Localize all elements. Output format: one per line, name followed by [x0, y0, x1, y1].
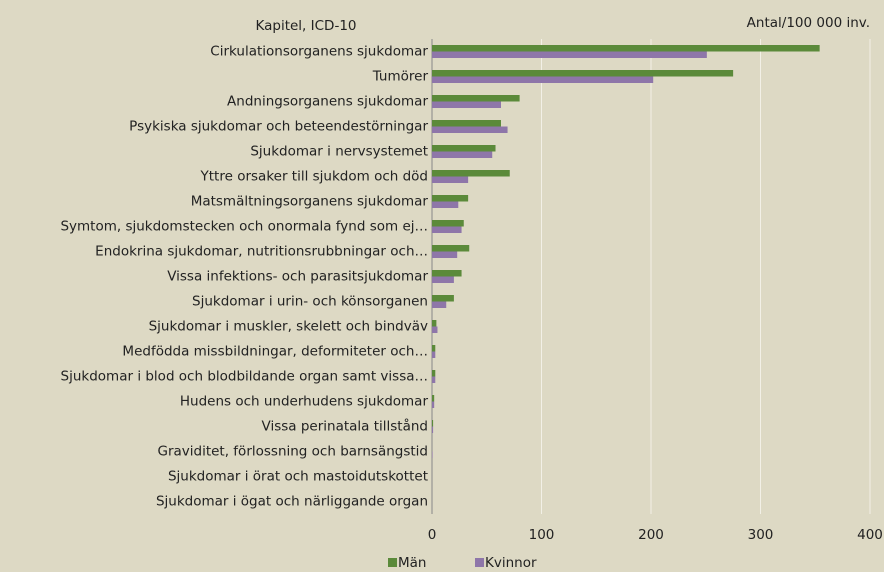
y-tick-label: Matsmältningsorganens sjukdomar	[191, 194, 429, 210]
bar	[432, 101, 501, 108]
y-tick-label: Vissa infektions- och parasitsjukdomar	[167, 269, 428, 285]
bar	[432, 426, 434, 433]
y-tick-label: Sjukdomar i urin- och könsorganen	[192, 294, 428, 310]
bar	[432, 245, 470, 252]
y-tick-label: Sjukdomar i nervsystemet	[250, 144, 428, 160]
bar	[432, 195, 469, 202]
y-tick-label: Sjukdomar i blod och blodbildande organ …	[61, 369, 428, 385]
y-tick-label: Cirkulationsorganens sjukdomar	[210, 44, 428, 60]
y-tick-label: Graviditet, förlossning och barnsängstid	[157, 444, 428, 460]
bar	[432, 301, 447, 308]
y-tick-label: Sjukdomar i muskler, skelett och bindväv	[149, 319, 428, 335]
y-tick-label: Endokrina sjukdomar, nutritionsrubbninga…	[95, 244, 428, 260]
bar	[432, 126, 508, 133]
bar	[432, 251, 458, 258]
x-tick-label: 100	[529, 527, 555, 543]
bar	[432, 176, 469, 183]
bar	[432, 326, 438, 333]
x-tick-label: 300	[748, 527, 774, 543]
legend-swatch	[475, 558, 484, 567]
y-tick-label: Psykiska sjukdomar och beteendestörninga…	[129, 119, 428, 135]
y-tick-label: Tumörer	[372, 69, 429, 85]
bar	[432, 120, 501, 127]
bar	[432, 220, 464, 227]
bar	[432, 420, 434, 427]
y-tick-label: Yttre orsaker till sjukdom och död	[200, 169, 428, 185]
y-tick-label: Andningsorganens sjukdomar	[227, 94, 428, 110]
bar	[432, 451, 433, 458]
bar	[432, 95, 520, 102]
x-axis-title: Antal/100 000 inv.	[747, 15, 870, 31]
bar	[432, 370, 436, 377]
x-tick-label: 200	[638, 527, 664, 543]
bar	[432, 345, 436, 352]
legend-label: Män	[398, 555, 426, 571]
bar	[432, 76, 654, 83]
y-axis-title: Kapitel, ICD-10	[256, 18, 357, 34]
bar	[432, 295, 454, 302]
y-tick-label: Medfödda missbildningar, deformiteter oc…	[122, 344, 428, 360]
bar	[432, 51, 707, 58]
bar	[432, 45, 820, 52]
x-tick-label: 0	[428, 527, 437, 543]
y-tick-label: Hudens och underhudens sjukdomar	[180, 394, 429, 410]
bar	[432, 201, 459, 208]
bar	[432, 395, 435, 402]
bar	[432, 170, 510, 177]
legend-swatch	[388, 558, 397, 567]
y-tick-label: Sjukdomar i ögat och närliggande organ	[156, 494, 428, 510]
bar	[432, 145, 496, 152]
bar	[432, 376, 436, 383]
bar	[432, 351, 436, 358]
y-tick-label: Symtom, sjukdomstecken och onormala fynd…	[60, 219, 428, 235]
legend-label: Kvinnor	[485, 555, 537, 571]
y-tick-label: Sjukdomar i örat och mastoidutskottet	[168, 469, 428, 485]
bar	[432, 226, 462, 233]
bar	[432, 276, 454, 283]
bar	[432, 401, 435, 408]
bar	[432, 320, 437, 327]
x-tick-label: 400	[857, 527, 883, 543]
bar	[432, 70, 734, 77]
bar	[432, 270, 462, 277]
y-tick-label: Vissa perinatala tillstånd	[262, 418, 428, 435]
bar	[432, 151, 493, 158]
